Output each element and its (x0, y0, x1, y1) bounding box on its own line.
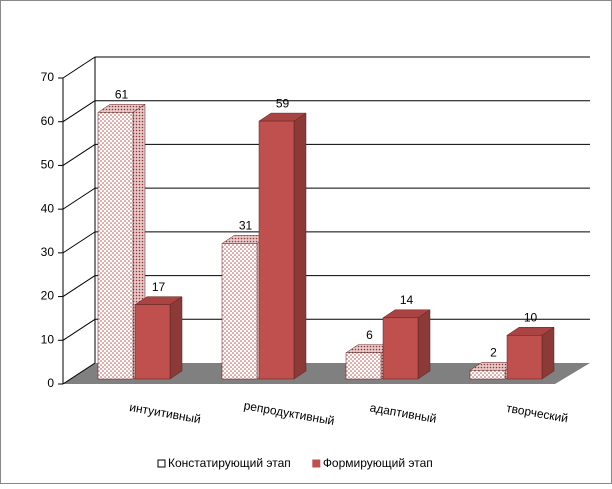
value-label: 61 (115, 88, 129, 102)
y-tick-label: 30 (41, 245, 55, 259)
bar (258, 112, 307, 380)
value-label: 31 (239, 219, 253, 233)
grid-line (62, 275, 96, 297)
value-label: 2 (490, 345, 497, 359)
bar (506, 326, 555, 380)
value-label: 59 (276, 96, 290, 110)
grid-line (62, 362, 96, 385)
y-tick-label: 70 (41, 70, 55, 84)
grid-line (62, 318, 96, 341)
bar (382, 309, 431, 380)
y-tick-label: 40 (41, 201, 55, 215)
value-label: 17 (152, 280, 166, 294)
y-tick-label: 50 (41, 158, 55, 172)
value-label: 6 (366, 328, 373, 342)
y-tick-label: 60 (41, 114, 55, 128)
grid-line (62, 144, 96, 166)
value-label: 10 (524, 310, 538, 324)
legend-label: Констатирующий этап (168, 456, 291, 470)
bar (134, 296, 183, 380)
grid-line (62, 231, 96, 254)
legend-label: Формирующий этап (323, 456, 433, 470)
grid-line (62, 100, 96, 123)
y-tick-label: 10 (41, 332, 55, 346)
legend-swatch (312, 459, 321, 468)
y-tick-label: 0 (47, 376, 54, 390)
legend-swatch (157, 459, 166, 468)
floor (63, 363, 590, 384)
grid-line (62, 187, 96, 210)
grid-line (62, 56, 96, 79)
value-label: 14 (400, 293, 414, 307)
y-tick-label: 20 (41, 289, 55, 303)
